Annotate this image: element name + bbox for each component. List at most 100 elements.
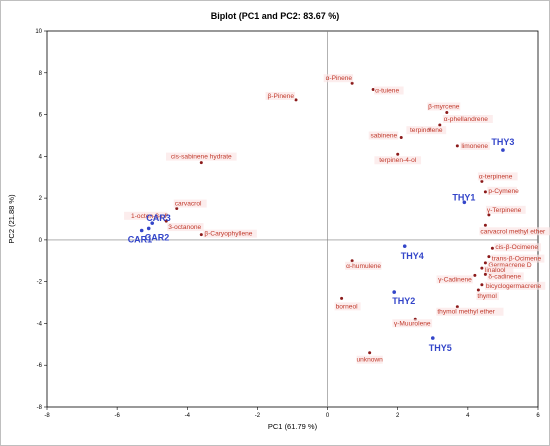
variable-point — [445, 110, 449, 114]
x-tick-label: -6 — [114, 413, 120, 419]
observation-point — [146, 226, 151, 231]
variable-label-bg — [487, 260, 531, 269]
variable-label-bg — [487, 186, 517, 195]
y-tick-label: -8 — [37, 405, 43, 411]
variable-label: carvacrol — [175, 201, 202, 208]
variable-label-bg — [483, 266, 514, 275]
variable-label-bg — [334, 302, 361, 311]
observation-label: CAR1 — [128, 234, 153, 244]
variable-label: α-tuiene — [375, 87, 399, 94]
y-tick-label: 6 — [39, 113, 43, 119]
variable-label: 3-octanone — [168, 224, 201, 231]
variable-point — [483, 190, 487, 194]
y-tick-label: -4 — [37, 321, 43, 327]
observation-point — [150, 221, 155, 225]
variable-point — [350, 81, 354, 85]
observation-point — [392, 290, 397, 294]
x-tick-label: -4 — [185, 413, 191, 419]
variable-label: δ-cadinene — [488, 273, 521, 280]
variable-label-bg — [406, 126, 447, 135]
observation-label: THY2 — [392, 296, 415, 306]
variable-label-bg — [487, 272, 524, 281]
observation-point — [501, 148, 505, 152]
variable-label-bg — [203, 229, 257, 238]
variable-label: linalool — [485, 267, 506, 274]
variable-point — [164, 219, 168, 223]
variable-label-bg — [173, 199, 207, 208]
variable-label-bg — [374, 86, 404, 95]
variable-label-bg — [392, 319, 433, 328]
variable-label-bg — [490, 254, 545, 263]
variable-label: Germacrene D — [488, 262, 531, 269]
variable-point — [340, 296, 344, 300]
y-tick-label: 10 — [35, 29, 42, 35]
y-tick-label: 8 — [39, 71, 43, 77]
variable-point — [476, 288, 480, 292]
variable-label: 1-octen-3-ol — [131, 213, 167, 220]
variable-label-bg — [345, 261, 382, 270]
observation-label: THY5 — [429, 343, 452, 353]
x-tick-label: -8 — [44, 413, 50, 419]
variable-label-bg — [494, 243, 542, 252]
observation-label: CAR3 — [146, 213, 171, 223]
variable-point — [480, 266, 484, 270]
axis-ticks: -8 -6 -4 -2 0 2 4 6 -8 -6 -4 -2 0 2 4 6 8 10 — [35, 29, 540, 419]
variable-label: terpinen-4-ol — [379, 157, 417, 164]
variable-label-bg — [368, 131, 399, 140]
x-axis-label: PC1 (61.79 %) — [268, 422, 318, 431]
observation-label: THY4 — [401, 251, 424, 261]
variable-label: β-Pinene — [267, 93, 294, 100]
variable-label-bg — [265, 91, 296, 100]
observation-point — [139, 228, 144, 233]
variable-label-bg — [427, 102, 461, 111]
variable-point — [480, 179, 484, 183]
variable-label-bg — [374, 156, 422, 165]
variable-label: thymol — [477, 293, 497, 300]
variable-label: cis-sabinene hydrate — [171, 154, 232, 161]
variable-point — [480, 283, 484, 287]
variable-point — [455, 305, 459, 309]
variable-label: γ-Muurolene — [394, 320, 431, 327]
variable-label: borneol — [336, 303, 359, 310]
variable-label: sabinene — [370, 133, 397, 140]
observation-point — [402, 244, 407, 248]
variable-point — [368, 351, 372, 355]
y-tick-label: 4 — [39, 154, 43, 160]
observation-label: THY3 — [491, 137, 514, 147]
variable-label-bg — [436, 307, 504, 316]
x-tick-label: 0 — [326, 413, 330, 419]
variable-label-bg — [479, 227, 550, 236]
y-tick-label: 2 — [39, 196, 43, 202]
variable-label: β-myrcene — [428, 103, 460, 110]
variable-point — [487, 213, 491, 217]
variable-label-bg — [484, 281, 546, 290]
variable-point — [294, 98, 298, 102]
variable-point — [438, 123, 442, 127]
variable-point — [399, 136, 403, 140]
variable-point — [483, 223, 487, 227]
x-tick-label: 6 — [536, 413, 540, 419]
variable-label: trans-β-Ocimene — [492, 256, 542, 263]
variable-point — [490, 246, 494, 250]
variable-point — [175, 207, 179, 211]
variable-point — [199, 161, 203, 165]
variable-point — [199, 233, 203, 237]
x-tick-label: 2 — [396, 413, 400, 419]
variable-label: p-Cymene — [488, 188, 519, 195]
variable-label: bicyclogermacrene — [486, 283, 542, 290]
variable-label-bg — [323, 74, 354, 83]
zero-axes — [47, 31, 538, 407]
variable-label: carvacrol methyl ether — [480, 228, 546, 235]
variable-point — [350, 259, 354, 263]
y-tick-label: 0 — [39, 238, 43, 244]
variable-point — [483, 272, 487, 276]
variable-point — [473, 273, 477, 277]
variable-label: α-Pinene — [326, 75, 353, 82]
variable-label: γ-Terpinene — [487, 207, 522, 214]
variable-label-bg — [477, 172, 518, 181]
variable-label: α-humulene — [346, 263, 381, 270]
x-tick-label: 4 — [466, 413, 470, 419]
y-tick-label: -6 — [37, 363, 43, 369]
